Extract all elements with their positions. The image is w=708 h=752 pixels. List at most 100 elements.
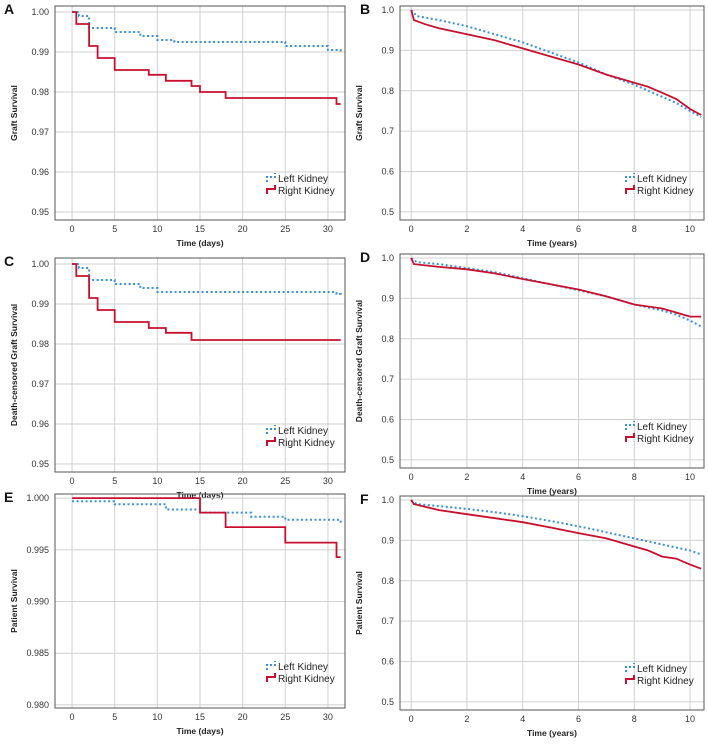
x-tick-label: 8 bbox=[632, 472, 637, 482]
y-tick-label: 0.980 bbox=[26, 700, 49, 710]
series-left-kidney bbox=[72, 263, 342, 296]
x-tick-label: 15 bbox=[195, 476, 205, 486]
panel-f: F 0 2 4 6 8 10 0.5 0.6 0.7 0.8 0.9 1.0 Time (years) Pa… bbox=[354, 491, 705, 738]
y-tick-label: 0.8 bbox=[381, 86, 394, 96]
legend-symbol-left bbox=[266, 173, 276, 182]
legend-symbol-right bbox=[266, 185, 276, 194]
x-axis-title: Time (years) bbox=[527, 238, 577, 248]
x-tick-label: 10 bbox=[685, 224, 695, 234]
x-tick-label: 10 bbox=[152, 224, 162, 234]
legend-label-left: Left Kidney bbox=[637, 174, 687, 185]
y-tick-label: 0.98 bbox=[31, 339, 49, 349]
y-axis-title: Death-censored Graft Survival bbox=[9, 304, 19, 426]
y-tick-label: 0.8 bbox=[381, 576, 394, 586]
x-axis-title: Time (years) bbox=[527, 486, 577, 496]
x-tick-label: 5 bbox=[112, 224, 117, 234]
legend-symbol-left bbox=[266, 661, 276, 670]
panel-letter-d: D bbox=[360, 249, 370, 265]
y-tick-label: 0.99 bbox=[31, 47, 49, 57]
y-axis-title: Death-censored Graft Survival bbox=[354, 300, 364, 422]
x-tick-label: 6 bbox=[576, 472, 581, 482]
y-tick-label: 0.9 bbox=[381, 535, 394, 545]
y-tick-label: 0.7 bbox=[381, 616, 394, 626]
x-tick-label: 6 bbox=[576, 224, 581, 234]
series-right-kidney bbox=[410, 9, 702, 116]
legend-label-right: Right Kidney bbox=[637, 434, 694, 445]
x-tick-label: 20 bbox=[238, 224, 248, 234]
legend-label-left: Left Kidney bbox=[637, 664, 687, 675]
y-tick-label: 1.00 bbox=[31, 7, 49, 17]
legend-symbol-right bbox=[625, 433, 635, 442]
x-tick-label: 4 bbox=[520, 224, 525, 234]
x-tick-label: 10 bbox=[685, 472, 695, 482]
y-tick-label: 0.96 bbox=[31, 167, 49, 177]
y-tick-label: 1.00 bbox=[31, 259, 49, 269]
x-tick-label: 8 bbox=[632, 714, 637, 724]
panel-e: E 0 5 10 15 20 25 30 0.980 0.985 0.990 0.995 1.000 Ti… bbox=[4, 489, 346, 736]
x-tick-label: 25 bbox=[280, 476, 290, 486]
y-axis-title: Patient Survival bbox=[354, 571, 364, 635]
y-tick-label: 0.99 bbox=[31, 299, 49, 309]
legend-label-right: Right Kidney bbox=[278, 438, 335, 449]
x-tick-label: 2 bbox=[464, 472, 469, 482]
y-tick-label: 1.000 bbox=[26, 493, 49, 503]
panel-letter-a: A bbox=[4, 1, 14, 17]
y-tick-label: 0.990 bbox=[26, 597, 49, 607]
y-tick-label: 0.97 bbox=[31, 379, 49, 389]
legend-label-right: Right Kidney bbox=[637, 676, 694, 687]
x-tick-label: 25 bbox=[280, 712, 290, 722]
x-tick-label: 15 bbox=[195, 712, 205, 722]
y-tick-label: 0.6 bbox=[381, 415, 394, 425]
y-tick-label: 0.8 bbox=[381, 334, 394, 344]
legend-symbol-right bbox=[266, 437, 276, 446]
series-right-kidney bbox=[72, 263, 341, 341]
panel-letter-b: B bbox=[360, 1, 370, 17]
x-tick-label: 30 bbox=[323, 476, 333, 486]
x-tick-label: 30 bbox=[323, 712, 333, 722]
series-left-kidney bbox=[410, 9, 702, 118]
plot-frame bbox=[399, 253, 705, 469]
legend-symbol-left bbox=[625, 173, 635, 182]
legend-symbol-right bbox=[266, 673, 276, 682]
legend-symbol-left bbox=[625, 663, 635, 672]
y-tick-label: 0.6 bbox=[381, 167, 394, 177]
legend-symbol-right bbox=[625, 675, 635, 684]
panel-letter-f: F bbox=[360, 491, 369, 507]
series-right-kidney bbox=[410, 499, 702, 570]
y-axis-title: Graft Survival bbox=[354, 85, 364, 141]
x-tick-label: 2 bbox=[464, 714, 469, 724]
y-tick-label: 0.5 bbox=[381, 207, 394, 217]
legend-label-right: Right Kidney bbox=[278, 186, 335, 197]
plot-frame bbox=[54, 257, 346, 473]
y-axis-title: Graft Survival bbox=[9, 85, 19, 141]
x-axis-title: Time (days) bbox=[176, 238, 223, 248]
x-tick-label: 0 bbox=[409, 472, 414, 482]
legend-label-left: Left Kidney bbox=[637, 422, 687, 433]
y-tick-label: 0.9 bbox=[381, 293, 394, 303]
panel-c: C0 5 10 15 20 25 300.950.960.970.980.991.00Tim… bbox=[4, 253, 346, 500]
legend-symbol-left bbox=[625, 421, 635, 430]
panel-a: A 0 5 10 15 20 25 30 0.95 0.96 0.97 0.98 0.99 1.00 Tim… bbox=[4, 1, 346, 248]
y-tick-label: 0.7 bbox=[381, 374, 394, 384]
x-tick-label: 0 bbox=[70, 476, 75, 486]
panel-letter-e: E bbox=[4, 489, 13, 505]
y-tick-label: 0.5 bbox=[381, 697, 394, 707]
legend-label-right: Right Kidney bbox=[637, 186, 694, 197]
y-tick-label: 1.0 bbox=[381, 253, 394, 263]
series-right-kidney bbox=[72, 497, 341, 558]
x-tick-label: 5 bbox=[112, 476, 117, 486]
x-tick-label: 20 bbox=[238, 476, 248, 486]
series-right-kidney bbox=[410, 257, 702, 318]
x-tick-label: 15 bbox=[195, 224, 205, 234]
y-tick-label: 0.9 bbox=[381, 45, 394, 55]
y-tick-label: 0.95 bbox=[31, 459, 49, 469]
y-tick-label: 0.95 bbox=[31, 207, 49, 217]
y-tick-label: 0.985 bbox=[26, 648, 49, 658]
panel-letter-c: C bbox=[4, 253, 14, 269]
y-axis-title: Patient Survival bbox=[9, 569, 19, 633]
legend-symbol-right bbox=[625, 185, 635, 194]
